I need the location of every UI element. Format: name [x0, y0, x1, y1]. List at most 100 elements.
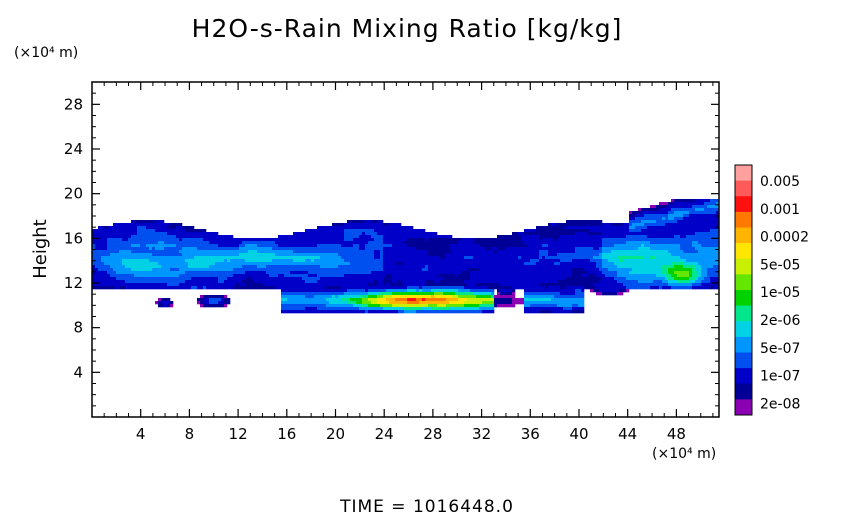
- field-cell: [449, 253, 453, 257]
- field-cell: [452, 250, 456, 254]
- field-cell: [398, 238, 402, 242]
- field-cell: [308, 289, 312, 293]
- field-cell: [587, 247, 591, 251]
- field-cell: [623, 247, 627, 251]
- field-cell: [368, 271, 372, 275]
- field-cell: [437, 238, 441, 242]
- field-cell: [677, 202, 681, 206]
- field-cell: [440, 277, 444, 281]
- field-cell: [614, 277, 618, 281]
- field-cell: [350, 244, 354, 248]
- field-cell: [542, 229, 546, 233]
- field-cell: [464, 295, 468, 299]
- field-cell: [191, 283, 195, 287]
- field-cell: [383, 289, 387, 293]
- field-cell: [215, 298, 219, 302]
- field-cell: [659, 205, 663, 209]
- field-cell: [119, 223, 123, 227]
- field-cell: [362, 229, 366, 233]
- field-cell: [287, 265, 291, 269]
- field-cell: [377, 265, 381, 269]
- field-cell: [428, 247, 432, 251]
- field-cell: [290, 265, 294, 269]
- field-cell: [560, 253, 564, 257]
- field-cell: [140, 220, 144, 224]
- field-cell: [704, 277, 708, 281]
- field-cell: [413, 280, 417, 284]
- field-cell: [704, 283, 708, 287]
- field-cell: [128, 271, 132, 275]
- field-cell: [548, 256, 552, 260]
- field-cell: [167, 262, 171, 266]
- field-cell: [143, 253, 147, 257]
- field-cell: [107, 241, 111, 245]
- field-cell: [665, 217, 669, 221]
- field-cell: [563, 262, 567, 266]
- field-cell: [443, 265, 447, 269]
- field-cell: [689, 259, 693, 263]
- field-cell: [197, 280, 201, 284]
- field-cell: [257, 283, 261, 287]
- field-cell: [128, 232, 132, 236]
- field-cell: [557, 289, 561, 293]
- field-cell: [713, 217, 717, 221]
- field-cell: [608, 265, 612, 269]
- field-cell: [176, 241, 180, 245]
- field-cell: [623, 259, 627, 263]
- field-cell: [458, 265, 462, 269]
- field-cell: [545, 259, 549, 263]
- field-cell: [164, 274, 168, 278]
- field-cell: [611, 232, 615, 236]
- field-cell: [632, 211, 636, 215]
- field-cell: [548, 229, 552, 233]
- field-cell: [464, 298, 468, 302]
- field-cell: [611, 226, 615, 230]
- field-cell: [626, 271, 630, 275]
- field-cell: [233, 259, 237, 263]
- field-cell: [614, 280, 618, 284]
- field-cell: [566, 298, 570, 302]
- field-cell: [377, 292, 381, 296]
- field-cell: [416, 262, 420, 266]
- field-cell: [281, 298, 285, 302]
- field-cell: [689, 223, 693, 227]
- field-cell: [371, 286, 375, 290]
- field-cell: [599, 292, 603, 296]
- field-cell: [704, 274, 708, 278]
- field-cell: [581, 232, 585, 236]
- field-cell: [599, 280, 603, 284]
- field-cell: [317, 277, 321, 281]
- field-cell: [449, 298, 453, 302]
- field-cell: [428, 289, 432, 293]
- field-cell: [317, 292, 321, 296]
- field-cell: [542, 271, 546, 275]
- field-cell: [689, 262, 693, 266]
- field-cell: [563, 253, 567, 257]
- field-cell: [263, 262, 267, 266]
- field-cell: [371, 238, 375, 242]
- field-cell: [188, 235, 192, 239]
- field-cell: [491, 262, 495, 266]
- field-cell: [131, 268, 135, 272]
- field-cell: [428, 250, 432, 254]
- field-cell: [635, 235, 639, 239]
- field-cell: [410, 235, 414, 239]
- field-cell: [689, 268, 693, 272]
- field-cell: [185, 250, 189, 254]
- field-cell: [143, 229, 147, 233]
- field-cell: [704, 199, 708, 203]
- field-cell: [488, 256, 492, 260]
- field-cell: [236, 253, 240, 257]
- field-cell: [683, 205, 687, 209]
- field-cell: [137, 229, 141, 233]
- field-cell: [359, 241, 363, 245]
- field-cell: [368, 232, 372, 236]
- field-cell: [539, 298, 543, 302]
- field-cell: [440, 241, 444, 245]
- field-cell: [143, 283, 147, 287]
- field-cell: [650, 277, 654, 281]
- field-cell: [551, 241, 555, 245]
- field-cell: [116, 283, 120, 287]
- field-cell: [392, 241, 396, 245]
- field-cell: [602, 223, 606, 227]
